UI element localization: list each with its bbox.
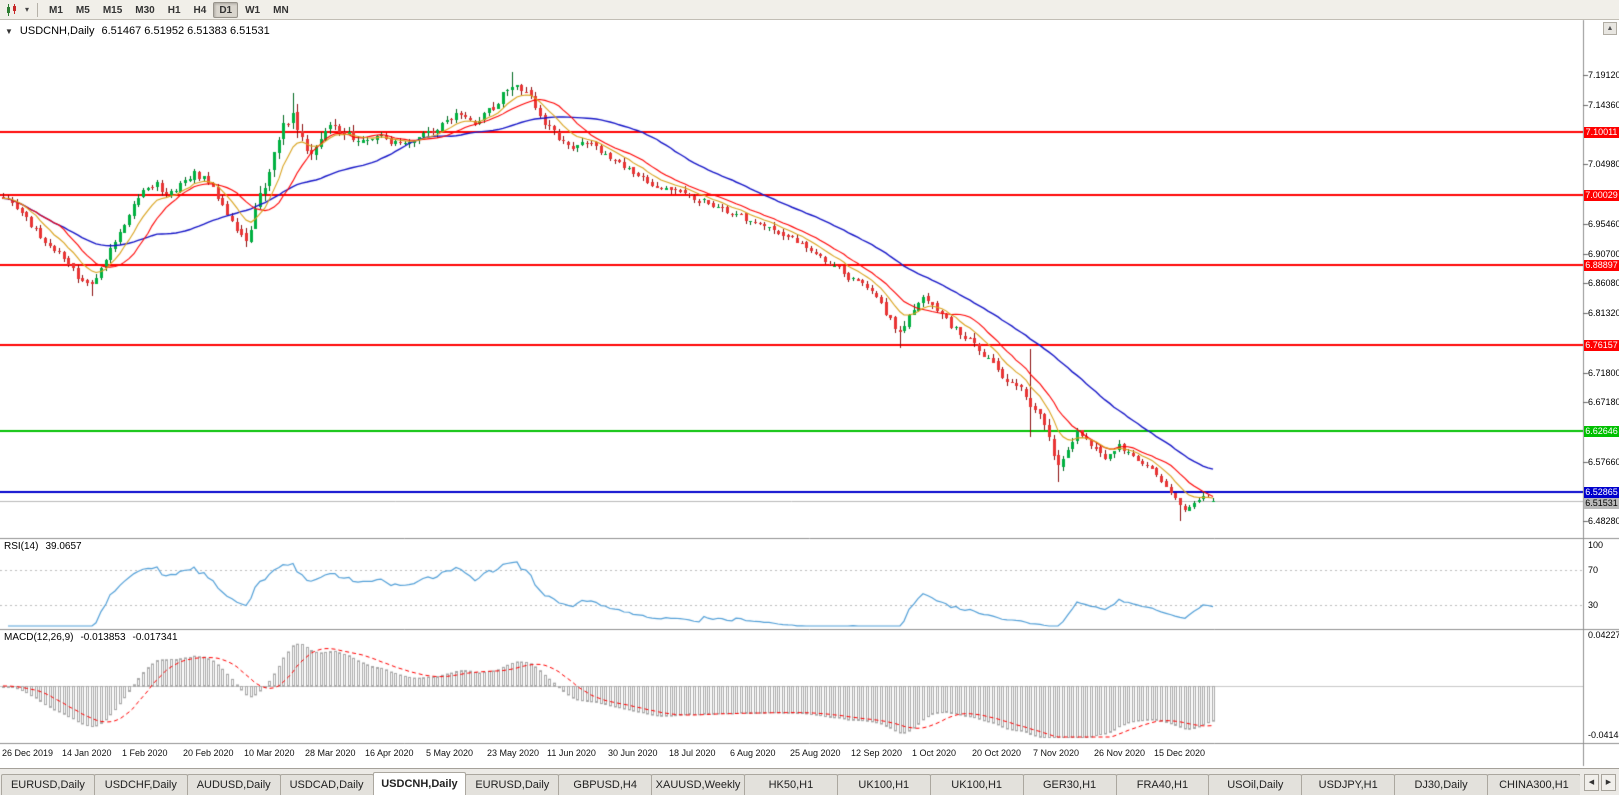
date-axis-label: 26 Nov 2020	[1094, 748, 1146, 758]
date-axis-label: 18 Jul 2020	[669, 748, 716, 758]
chart-ohlc-values: 6.51467 6.51952 6.51383 6.51531	[101, 25, 270, 37]
date-axis-label: 16 Apr 2020	[365, 748, 414, 758]
price-level-box: 6.52865	[1584, 487, 1619, 498]
price-axis-tick: 7.04980	[1588, 159, 1619, 170]
timeframe-button-mn[interactable]: MN	[273, 4, 289, 16]
chart-tab-uk100-h1[interactable]: UK100,H1	[929, 774, 1024, 795]
rsi-axis-label: 70	[1588, 565, 1599, 575]
timeframe-button-m1[interactable]: M1	[49, 4, 63, 16]
date-axis-label: 6 Aug 2020	[730, 748, 776, 758]
price-level-box: 6.76157	[1584, 340, 1619, 351]
chart-tab-china300-h1[interactable]: CHINA300,H1	[1487, 774, 1580, 795]
chart-tab-fra40-h1[interactable]: FRA40,H1	[1115, 774, 1210, 795]
top-toolbar: ▾ M1 M5 M15 M30 H1 H4 D1 W1 MN	[0, 0, 1619, 20]
date-axis-label: 12 Sep 2020	[851, 748, 903, 758]
timeframe-buttons: M1 M5 M15 M30 H1 H4 D1 W1 MN	[43, 1, 295, 18]
date-axis-label: 20 Oct 2020	[972, 748, 1022, 758]
toolbar-separator	[37, 2, 38, 17]
tabs-scroll-right-button[interactable]: ▶	[1601, 774, 1616, 791]
macd-main-value: -0.013853	[80, 632, 126, 643]
date-axis-label: 23 May 2020	[487, 748, 540, 758]
macd-axis-bottom-label: -0.041485	[1588, 730, 1619, 740]
date-axis-label: 5 May 2020	[426, 748, 474, 758]
date-axis-label: 1 Feb 2020	[122, 748, 168, 758]
rsi-name: RSI(14)	[4, 541, 39, 552]
price-level-box: 6.62646	[1584, 426, 1619, 437]
price-axis-tick: 6.48280	[1588, 516, 1619, 526]
timeframe-button-m5[interactable]: M5	[75, 4, 90, 16]
scroll-up-button[interactable]: ▲	[1603, 22, 1617, 35]
macd-axis-top-label: 0.042275	[1588, 630, 1619, 640]
rsi-indicator-label: RSI(14) 39.0657	[4, 541, 82, 552]
chart-tab-audusd-daily[interactable]: AUDUSD,Daily	[186, 774, 281, 795]
chart-tab-gbpusd-h4[interactable]: GBPUSD,H4	[558, 774, 653, 795]
chart-tab-uk100-h1[interactable]: UK100,H1	[836, 774, 931, 795]
date-axis-label: 1 Oct 2020	[912, 748, 957, 758]
chart-tab-usdchf-daily[interactable]: USDCHF,Daily	[93, 774, 188, 795]
rsi-value: 39.0657	[45, 541, 82, 552]
chart-tab-hk50-h1[interactable]: HK50,H1	[744, 774, 838, 795]
timeframe-button-w1[interactable]: W1	[245, 4, 261, 16]
date-axis-label: 20 Feb 2020	[183, 748, 234, 758]
date-axis-label: 25 Aug 2020	[790, 748, 841, 758]
timeframe-button-h4[interactable]: H4	[193, 4, 207, 16]
date-axis-label: 28 Mar 2020	[305, 748, 356, 758]
chart-tab-eurusd-daily[interactable]: EURUSD,Daily	[465, 774, 560, 795]
macd-signal-value: -0.017341	[132, 632, 178, 643]
chart-menu-caret-icon[interactable]: ▾	[24, 5, 29, 14]
date-axis-label: 11 Jun 2020	[547, 748, 596, 758]
chart-tab-xauusd-weekly[interactable]: XAUUSD,Weekly	[651, 774, 745, 795]
tab-scroll-arrows: ◀ ▶	[1580, 774, 1619, 795]
chart-tab-usoil-daily[interactable]: USOil,Daily	[1208, 774, 1303, 795]
timeframe-button-h1[interactable]: H1	[167, 4, 181, 16]
price-axis-tick: 7.19120	[1588, 70, 1619, 80]
bottom-tab-bar: EURUSD,Daily USDCHF,Daily AUDUSD,Daily USDC…	[0, 768, 1619, 795]
date-axis-label: 26 Dec 2019	[2, 748, 54, 758]
collapse-arrow-icon[interactable]: ▼	[5, 26, 13, 36]
macd-name: MACD(12,26,9)	[4, 632, 74, 643]
price-axis-tick: 6.67180	[1588, 397, 1619, 407]
price-axis-tick: 6.81320	[1588, 307, 1619, 318]
chart-tab-dj30-daily[interactable]: DJ30,Daily	[1394, 774, 1488, 795]
price-axis-tick: 6.86080	[1588, 278, 1619, 289]
price-axis-tick: 6.95460	[1588, 218, 1619, 229]
date-axis-label: 30 Jun 2020	[608, 748, 658, 758]
timeframe-button-m15[interactable]: M15	[102, 4, 123, 16]
macd-indicator-label: MACD(12,26,9) -0.013853 -0.017341	[4, 632, 178, 643]
chart-tab-usdcad-daily[interactable]: USDCAD,Daily	[279, 774, 374, 795]
price-level-box: 7.10011	[1584, 127, 1619, 138]
price-level-box: 6.88897	[1584, 260, 1619, 271]
timeframe-button-m30[interactable]: M30	[135, 4, 155, 16]
tab-list: EURUSD,Daily USDCHF,Daily AUDUSD,Daily USDC…	[0, 772, 1580, 795]
price-axis-tick: 7.14360	[1588, 99, 1619, 110]
chart-type-icon[interactable]	[3, 2, 21, 18]
price-axis-tick: 6.90700	[1588, 248, 1619, 259]
tabs-scroll-left-button[interactable]: ◀	[1584, 774, 1599, 791]
rsi-axis-label: 30	[1588, 600, 1599, 610]
date-axis-label: 14 Jan 2020	[62, 748, 112, 758]
chart-tab-usdjpy-h1[interactable]: USDJPY,H1	[1301, 774, 1396, 795]
current-price-box: 6.51531	[1584, 498, 1619, 509]
price-axis-tick: 6.57660	[1588, 456, 1619, 467]
price-axis-tick: 6.71800	[1588, 367, 1619, 378]
chart-title: ▼ USDCNH,Daily 6.51467 6.51952 6.51383 6…	[5, 25, 270, 37]
date-axis-label: 15 Dec 2020	[1154, 748, 1206, 758]
chart-tab-usdcnh-daily[interactable]: USDCNH,Daily	[372, 772, 467, 795]
date-axis-label: 10 Mar 2020	[244, 748, 295, 758]
chart-symbol-label: USDCNH,Daily	[19, 25, 95, 37]
chart-tab-ger30-h1[interactable]: GER30,H1	[1022, 774, 1117, 795]
chart-tab-eurusd-daily[interactable]: EURUSD,Daily	[1, 774, 95, 795]
date-axis-label: 7 Nov 2020	[1033, 748, 1080, 758]
price-level-box: 7.00029	[1584, 190, 1619, 201]
timeframe-button-d1[interactable]: D1	[213, 1, 239, 18]
rsi-axis-label: 100	[1588, 540, 1604, 550]
